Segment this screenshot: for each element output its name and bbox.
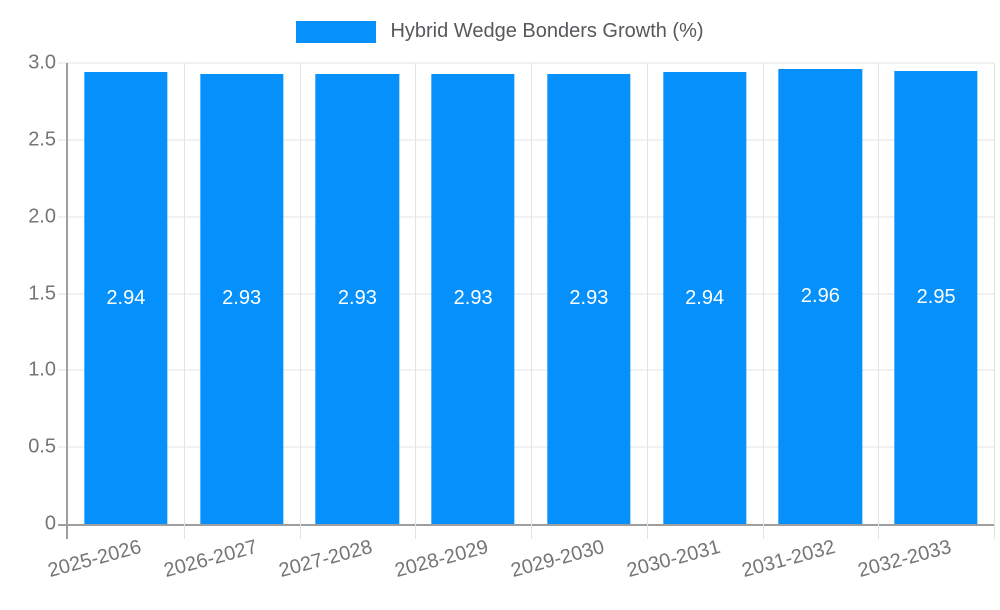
bar-value-label: 2.94 [685, 286, 725, 309]
y-tick-label: 3.0 [28, 51, 56, 74]
h-gridline [58, 293, 994, 294]
v-gridline [531, 63, 532, 539]
h-gridline [58, 369, 994, 371]
bar-slot: 2.95 [878, 63, 994, 524]
bar: 2.93 [547, 73, 631, 524]
bar: 2.96 [778, 69, 863, 524]
y-axis-labels: 0 0.5 1.0 1.5 2.0 2.5 3.0 [0, 52, 56, 535]
y-tick-label: 1.0 [28, 358, 56, 381]
bar-value-label: 2.93 [222, 287, 262, 310]
bar-slot: 2.94 [647, 63, 763, 524]
bar-value-label: 2.96 [800, 285, 840, 308]
v-gridline [415, 63, 417, 539]
grid-layer [58, 62, 995, 539]
v-gridline [299, 63, 301, 539]
legend-label: Hybrid Wedge Bonders Growth (%) [390, 20, 704, 42]
x-axis-labels: 2025-2026 2026-2027 2027-2028 2028-2029 2029… [45, 524, 994, 600]
v-gridline [762, 63, 764, 539]
h-gridline [58, 216, 994, 218]
bar: 2.93 [431, 73, 515, 524]
x-tick-label: 2032-2033 [855, 536, 954, 583]
h-gridline [58, 446, 994, 448]
bar: 2.95 [894, 70, 978, 524]
v-gridline [183, 63, 185, 539]
bar-slot: 2.93 [300, 63, 416, 524]
x-axis-baseline [58, 524, 994, 526]
bar-slot: 2.93 [531, 63, 647, 524]
y-tick-label: 2.0 [28, 205, 56, 228]
bar-layer: 2.94 2.93 2.93 2.93 2.93 2.94 2.96 2.95 [68, 63, 994, 524]
bar-value-label: 2.93 [453, 287, 493, 310]
bar-value-label: 2.93 [337, 287, 377, 310]
bar: 2.93 [199, 73, 284, 524]
y-tick-label: 0 [44, 512, 56, 535]
bar-slot: 2.96 [763, 63, 879, 524]
bar-slot: 2.93 [415, 63, 531, 524]
plot-area: 2.94 2.93 2.93 2.93 2.93 2.94 2.96 2.95 [58, 62, 995, 539]
bar-value-label: 2.95 [916, 285, 956, 308]
bar: 2.93 [315, 73, 400, 524]
h-gridline [58, 139, 994, 141]
h-gridline [58, 62, 994, 64]
bar-value-label: 2.94 [106, 286, 146, 309]
v-gridline [878, 63, 880, 539]
v-gridline [994, 63, 995, 539]
y-tick-label: 2.5 [28, 128, 56, 151]
legend: Hybrid Wedge Bonders Growth (%) [0, 20, 1000, 43]
bar: 2.94 [84, 72, 168, 524]
legend-swatch-icon [296, 20, 377, 43]
y-tick-label: 0.5 [28, 435, 56, 458]
y-tick-label: 1.5 [28, 282, 56, 304]
bar-slot: 2.94 [68, 63, 184, 524]
bar-value-label: 2.93 [569, 287, 609, 310]
y-axis-line [66, 63, 68, 539]
bar: 2.94 [662, 72, 747, 524]
bar-slot: 2.93 [184, 63, 300, 524]
v-gridline [646, 63, 648, 539]
